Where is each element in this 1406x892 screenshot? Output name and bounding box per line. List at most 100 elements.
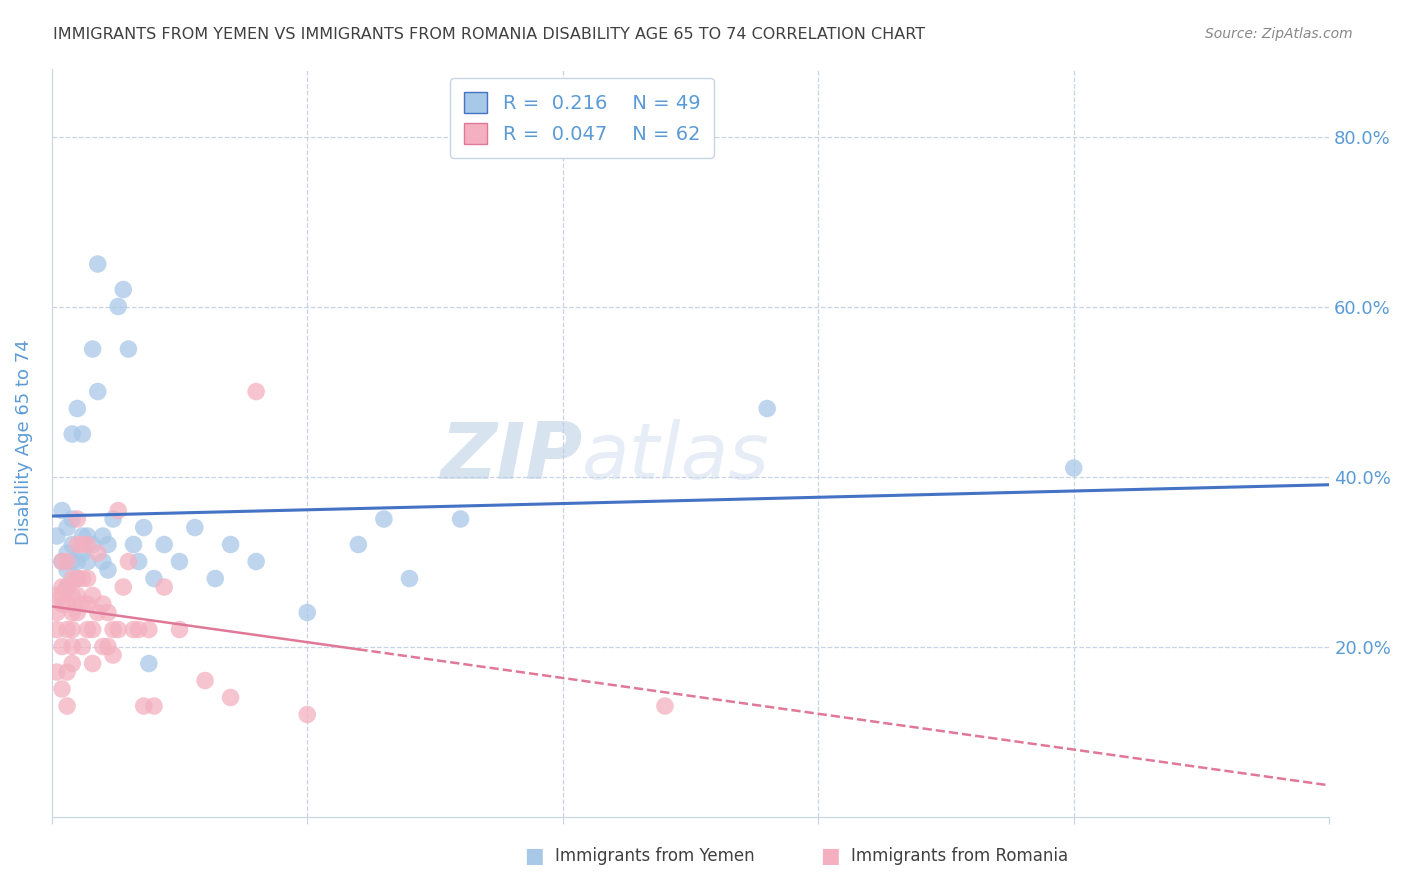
Point: [122, 623, 145, 637]
Point: [45, 529, 67, 543]
Point: [60, 657, 83, 671]
Point: [66, 589, 89, 603]
Point: [51, 555, 73, 569]
Point: [219, 537, 242, 551]
Point: [51, 681, 73, 696]
Point: [756, 401, 779, 416]
Point: [91, 597, 114, 611]
Point: [153, 580, 176, 594]
Point: [101, 512, 124, 526]
Point: [87, 257, 110, 271]
Point: [153, 537, 176, 551]
Point: [66, 572, 89, 586]
Point: [60, 555, 83, 569]
Point: [117, 555, 139, 569]
Point: [91, 640, 114, 654]
Point: [184, 520, 207, 534]
Point: [66, 572, 89, 586]
Point: [82, 342, 104, 356]
Point: [82, 537, 104, 551]
Point: [219, 690, 242, 705]
Point: [245, 555, 267, 569]
Point: [45, 589, 67, 603]
Point: [112, 580, 135, 594]
Point: [107, 623, 129, 637]
Point: [51, 580, 73, 594]
Point: [97, 563, 120, 577]
Text: ■: ■: [524, 847, 544, 866]
Point: [56, 665, 79, 679]
Point: [76, 555, 98, 569]
Point: [66, 512, 89, 526]
Point: [60, 589, 83, 603]
Point: [45, 665, 67, 679]
Point: [347, 537, 370, 551]
Point: [66, 537, 89, 551]
Point: [117, 342, 139, 356]
Point: [60, 512, 83, 526]
Point: [60, 640, 83, 654]
Point: [142, 572, 165, 586]
Point: [51, 640, 73, 654]
Point: [245, 384, 267, 399]
Point: [51, 589, 73, 603]
Text: ZIP: ZIP: [440, 419, 582, 495]
Point: [1063, 461, 1085, 475]
Point: [82, 589, 104, 603]
Point: [56, 580, 79, 594]
Point: [297, 707, 319, 722]
Point: [101, 648, 124, 662]
Point: [45, 606, 67, 620]
Point: [72, 572, 94, 586]
Point: [97, 606, 120, 620]
Point: [128, 623, 150, 637]
Point: [142, 699, 165, 714]
Point: [72, 529, 94, 543]
Text: IMMIGRANTS FROM YEMEN VS IMMIGRANTS FROM ROMANIA DISABILITY AGE 65 TO 74 CORRELA: IMMIGRANTS FROM YEMEN VS IMMIGRANTS FROM…: [53, 27, 925, 42]
Point: [56, 623, 79, 637]
Point: [76, 623, 98, 637]
Point: [56, 520, 79, 534]
Point: [107, 300, 129, 314]
Point: [76, 597, 98, 611]
Point: [87, 384, 110, 399]
Point: [138, 623, 160, 637]
Point: [60, 572, 83, 586]
Point: [56, 563, 79, 577]
Point: [72, 427, 94, 442]
Point: [82, 657, 104, 671]
Point: [56, 597, 79, 611]
Point: [107, 503, 129, 517]
Point: [56, 699, 79, 714]
Y-axis label: Disability Age 65 to 74: Disability Age 65 to 74: [15, 340, 32, 545]
Point: [373, 512, 395, 526]
Point: [76, 572, 98, 586]
Text: ■: ■: [820, 847, 839, 866]
Point: [138, 657, 160, 671]
Point: [51, 555, 73, 569]
Point: [66, 555, 89, 569]
Text: Source: ZipAtlas.com: Source: ZipAtlas.com: [1205, 27, 1353, 41]
Point: [101, 623, 124, 637]
Point: [297, 606, 319, 620]
Point: [60, 623, 83, 637]
Point: [132, 699, 155, 714]
Point: [51, 597, 73, 611]
Point: [398, 572, 420, 586]
Point: [45, 623, 67, 637]
Point: [51, 503, 73, 517]
Point: [654, 699, 676, 714]
Point: [87, 546, 110, 560]
Point: [194, 673, 217, 688]
Text: atlas: atlas: [582, 419, 770, 495]
Point: [72, 546, 94, 560]
Point: [56, 580, 79, 594]
Point: [169, 623, 191, 637]
Point: [97, 640, 120, 654]
Point: [132, 520, 155, 534]
Point: [112, 283, 135, 297]
Point: [450, 512, 472, 526]
Point: [122, 537, 145, 551]
Point: [204, 572, 226, 586]
Point: [91, 529, 114, 543]
